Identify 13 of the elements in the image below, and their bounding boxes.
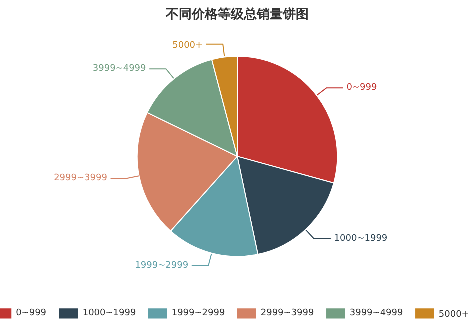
slice-label: 1999~2999 [135, 260, 189, 271]
legend-label: 3999~4999 [350, 308, 404, 319]
slice-label: 1000~1999 [334, 234, 388, 244]
legend-label: 5000+ [438, 310, 470, 320]
legend-label: 0~999 [16, 308, 47, 319]
legend-label: 2999~3999 [260, 308, 314, 319]
slice-label: 3999~4999 [92, 64, 147, 74]
slice-label: 2999~3999 [54, 173, 108, 184]
chart-title: 不同价格等级总销量饼图 [165, 6, 309, 22]
legend-label: 1000~1999 [82, 308, 136, 319]
slice-label: 0~999 [346, 83, 378, 94]
legend-label: 1999~2999 [172, 308, 226, 319]
slice-label: 5000+ [172, 40, 204, 51]
